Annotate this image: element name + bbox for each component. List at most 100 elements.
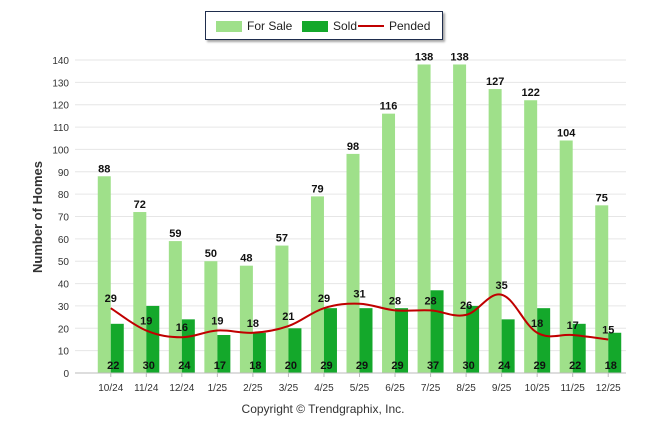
bar-for-sale [275, 245, 289, 373]
bar-for-sale [310, 196, 324, 373]
y-tick-label: 70 [58, 213, 70, 224]
label-pended: 35 [496, 280, 508, 292]
x-tick-label: 7/25 [421, 383, 441, 394]
bar-for-sale [417, 64, 431, 373]
bar-sold [110, 323, 124, 373]
y-tick-label: 30 [58, 302, 70, 313]
x-tick-label: 5/25 [350, 383, 370, 394]
bar-for-sale [204, 261, 218, 373]
label-for-sale: 138 [415, 51, 433, 63]
legend-label-for-sale: For Sale [247, 19, 293, 33]
legend-item-sold[interactable]: Sold [302, 19, 357, 33]
label-for-sale: 104 [557, 127, 576, 139]
bar-sold [359, 308, 373, 373]
label-pended: 15 [602, 324, 614, 336]
label-sold: 18 [605, 360, 617, 372]
bars [97, 64, 622, 374]
for-sale-swatch [216, 20, 242, 32]
label-sold: 29 [391, 360, 403, 372]
bar-for-sale [559, 140, 573, 373]
x-tick-label: 11/24 [134, 383, 159, 394]
label-for-sale: 48 [240, 253, 252, 265]
label-for-sale: 138 [450, 51, 468, 63]
x-tick-label: 2/25 [243, 383, 263, 394]
label-sold: 29 [320, 360, 332, 372]
label-for-sale: 116 [380, 101, 398, 113]
x-tick-label: 11/25 [561, 383, 586, 394]
x-tick-label: 4/25 [314, 383, 334, 394]
y-tick-label: 60 [58, 235, 70, 246]
legend-label-sold: Sold [333, 19, 358, 33]
bar-for-sale [97, 176, 111, 373]
label-for-sale: 57 [276, 233, 288, 245]
label-pended: 31 [353, 289, 365, 301]
legend-label-pended: Pended [389, 19, 431, 33]
y-tick-label: 90 [58, 168, 70, 179]
sold-swatch [302, 20, 328, 32]
x-tick-label: 8/25 [456, 383, 476, 394]
y-tick-label: 120 [52, 101, 69, 112]
bar-for-sale [488, 89, 502, 374]
label-pended: 18 [247, 318, 259, 330]
label-sold: 18 [249, 360, 261, 372]
x-tick-label: 9/25 [492, 383, 512, 394]
bar-sold [323, 308, 337, 373]
axes: 0 10 20 30 40 50 60 70 80 90 100 110 120 130 140 10/24 1… [52, 56, 626, 394]
x-tick-label: 10/24 [98, 383, 123, 394]
bar-for-sale [382, 113, 396, 374]
label-sold: 17 [214, 360, 226, 372]
label-sold: 22 [107, 360, 119, 372]
y-tick-label: 110 [53, 123, 69, 134]
bar-sold [217, 334, 231, 373]
pended-line [110, 293, 609, 341]
bar-for-sale [595, 205, 609, 373]
bar-sold [146, 305, 160, 373]
y-tick-label: 130 [52, 78, 69, 89]
label-pended: 19 [211, 316, 223, 328]
label-pended: 18 [531, 318, 543, 330]
bar-sold [608, 332, 622, 373]
label-sold: 24 [178, 360, 191, 372]
bar-sold [537, 308, 551, 373]
y-tick-label: 20 [58, 324, 70, 335]
legend: For Sale Sold Pended [205, 11, 443, 40]
y-tick-label: 0 [63, 369, 69, 380]
bar-for-sale [453, 64, 467, 373]
legend-item-pended[interactable]: Pended [358, 19, 430, 33]
x-tick-label: 6/25 [385, 383, 405, 394]
label-pended: 19 [140, 316, 152, 328]
bar-sold [288, 328, 302, 373]
label-sold: 20 [285, 360, 297, 372]
x-tick-label: 10/25 [525, 383, 550, 394]
pended-series-line [110, 293, 609, 341]
bar-sold [395, 308, 409, 373]
label-sold: 24 [498, 360, 511, 372]
label-pended: 16 [176, 322, 188, 334]
x-tick-label: 1/25 [208, 383, 228, 394]
bar-sold [466, 305, 480, 373]
label-for-sale: 72 [134, 199, 146, 211]
legend-item-for-sale[interactable]: For Sale [216, 19, 292, 33]
y-tick-label: 40 [58, 280, 70, 291]
bar-for-sale [524, 100, 538, 373]
label-pended: 17 [567, 320, 579, 332]
label-for-sale: 75 [596, 192, 608, 204]
label-for-sale: 127 [486, 76, 504, 88]
label-sold: 37 [427, 360, 439, 372]
label-sold: 30 [462, 360, 474, 372]
y-tick-label: 100 [52, 145, 69, 156]
label-for-sale: 98 [347, 141, 359, 153]
label-for-sale: 50 [205, 248, 217, 260]
bar-for-sale [168, 241, 182, 373]
label-sold: 29 [534, 360, 546, 372]
bar-for-sale [346, 153, 360, 373]
label-for-sale: 88 [98, 163, 110, 175]
x-tick-label: 12/24 [169, 383, 194, 394]
label-for-sale: 79 [311, 183, 323, 195]
bar-sold [252, 332, 266, 373]
x-tick-label: 3/25 [279, 383, 299, 394]
bar-sold [501, 319, 515, 373]
y-tick-label: 140 [52, 56, 69, 67]
bar-for-sale [239, 265, 253, 373]
